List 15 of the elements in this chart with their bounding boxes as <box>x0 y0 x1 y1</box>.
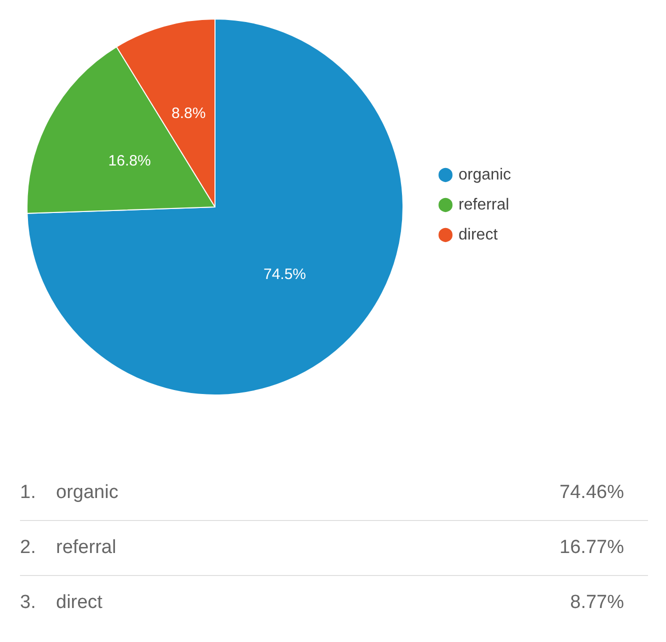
data-label: 8.8% <box>172 105 206 122</box>
slice-label: organic <box>56 482 120 504</box>
legend-label: direct <box>458 226 498 244</box>
category-label: referral <box>56 537 116 558</box>
text: 2. <box>20 537 37 559</box>
text: 8.77% <box>570 592 625 614</box>
legend-label: organic <box>458 166 512 184</box>
text: 74.46% <box>560 482 625 504</box>
text: 3. <box>20 592 37 614</box>
text: 16.77% <box>560 537 625 559</box>
text: 1. <box>20 482 37 504</box>
data-label: 16.8% <box>108 152 151 170</box>
category-label: direct <box>56 592 102 613</box>
data-label: 74.5% <box>263 266 306 283</box>
legend-label: referral <box>458 196 510 214</box>
